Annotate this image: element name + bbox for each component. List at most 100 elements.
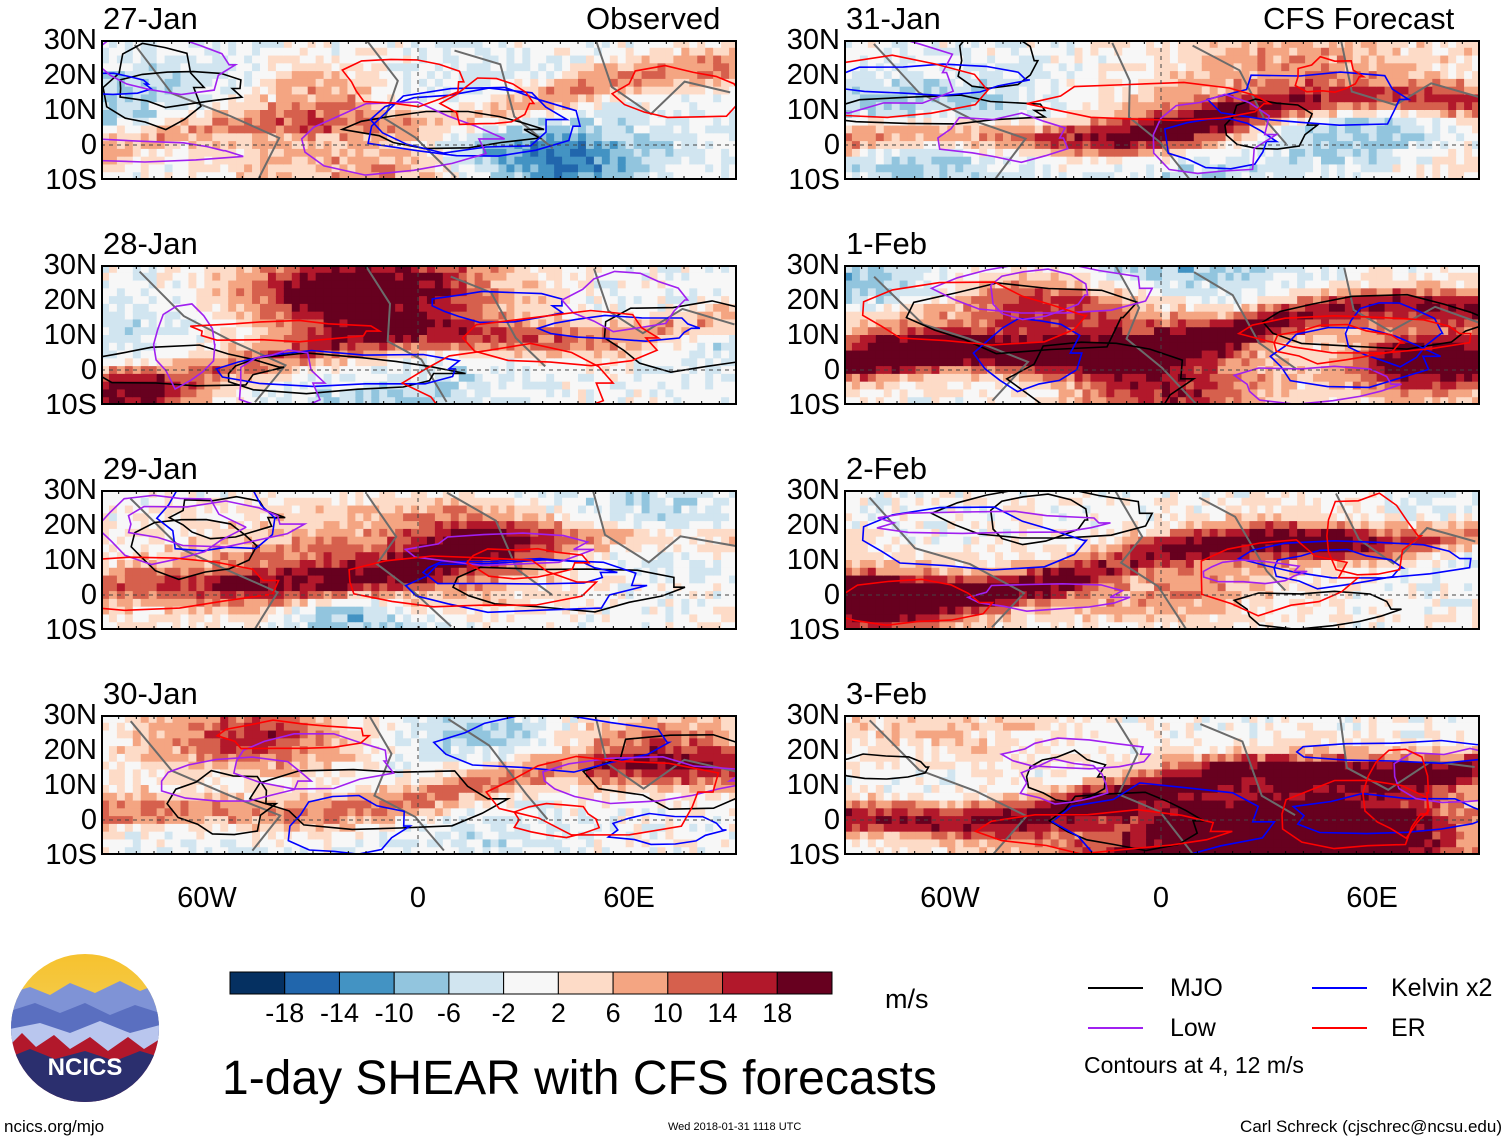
y-tick-label: 20N [786,734,840,766]
shear-field [101,40,737,180]
coastline [1335,493,1476,565]
low-contour [1232,365,1402,405]
panel-date-28-jan: 28-Jan [103,226,198,261]
y-tick-label: 30N [43,699,97,731]
shear-map-1-feb [844,265,1480,405]
coastline [873,275,1030,402]
shear-field [844,490,1480,630]
kelvin-contour [1236,539,1472,579]
low-contour [937,112,1069,164]
panel-date-31-jan: 31-Jan [846,1,941,36]
colorbar-label: -10 [374,998,414,1028]
coastline [1111,42,1192,180]
er-contour [101,556,280,612]
y-tick-label: 10S [45,389,97,421]
low-contour [965,582,1131,613]
coastline [1200,723,1296,816]
panel-date-3-feb: 3-Feb [846,676,927,711]
y-tick-label: 10S [788,614,840,646]
colorbar-swatch [448,971,505,995]
forecast-label: CFS Forecast [1263,1,1455,36]
er-contour [1273,323,1406,365]
mjo-contour [248,768,512,831]
panel-date-27-jan: 27-Jan [103,1,198,36]
er-contour [1326,492,1424,576]
colorbar-label: 14 [707,998,738,1028]
colorbar-swatch [776,971,833,995]
shear-map-3-feb [844,715,1480,855]
y-tick-label: 0 [823,129,840,161]
y-tick-label: 30N [43,24,97,56]
footer-author: Carl Schreck (cjschrec@ncsu.edu) [1240,1117,1502,1136]
low-contour [1393,747,1480,804]
low-contour [101,494,247,566]
x-tick-label: 60E [1346,882,1398,914]
er-contour [341,58,465,108]
legend-line-er [1312,1027,1367,1029]
y-tick-label: 10N [43,544,97,576]
y-tick-label: 0 [823,354,840,386]
legend-line-mjo [1088,987,1143,989]
y-tick-label: 30N [786,249,840,281]
shear-field [101,715,737,855]
shear-map-31-jan [844,40,1480,180]
er-contour [1294,55,1367,94]
legend-line-low [1088,1027,1143,1029]
colorbar-label: -18 [265,998,305,1028]
er-contour [400,342,615,405]
shear-map-29-jan [101,490,737,630]
kelvin-contour [1344,302,1444,368]
colorbar-swatch [503,971,559,995]
mjo-contour [1005,341,1197,405]
y-tick-label: 30N [786,699,840,731]
ncics-logo: NCICS [11,954,159,1102]
mjo-contour [844,94,1048,125]
y-tick-label: 10S [45,164,97,196]
y-tick-label: 0 [80,804,97,836]
colorbar-swatch [722,971,778,995]
low-contour [403,532,595,567]
coastline [1193,271,1297,370]
colorbar-swatch [667,971,724,995]
legend-line-kelvin [1312,987,1367,989]
low-contour [876,510,1111,535]
y-tick-label: 0 [80,579,97,611]
er-contour [189,319,383,343]
coastline [365,265,448,403]
colorbar-swatch [338,971,395,995]
colorbar-swatch [557,971,614,995]
y-tick-label: 20N [786,284,840,316]
footer-timestamp: Wed 2018-01-31 1118 UTC [668,1121,802,1133]
coastline [129,497,280,630]
colorbar-label: -6 [436,998,461,1028]
colorbar-units: m/s [885,984,929,1014]
mjo-contour [1224,98,1320,150]
low-contour [238,349,327,405]
kelvin-contour [861,506,1089,571]
x-tick-label: 60W [177,882,237,914]
y-tick-label: 20N [43,284,97,316]
coastline [1113,265,1199,405]
coastline [134,44,281,180]
shear-field [101,490,737,630]
low-contour [300,101,505,176]
er-contour [844,578,995,627]
kelvin-contour [1163,117,1280,170]
y-tick-label: 20N [43,734,97,766]
er-contour [215,719,372,750]
footer-url[interactable]: ncics.org/mjo [4,1117,105,1136]
shear-map-28-jan [101,265,737,405]
er-contour [844,54,991,119]
er-contour [1236,314,1472,354]
coastline [594,715,737,790]
y-tick-label: 10N [43,319,97,351]
y-tick-label: 10N [786,544,840,576]
coastline [1114,717,1195,855]
shear-field [844,715,1480,855]
legend-label-mjo: MJO [1170,974,1223,1002]
y-tick-label: 10N [43,769,97,801]
coastline [367,715,445,852]
kelvin-contour [844,63,1031,97]
low-contour [999,737,1152,770]
shear-map-30-jan [101,715,737,855]
